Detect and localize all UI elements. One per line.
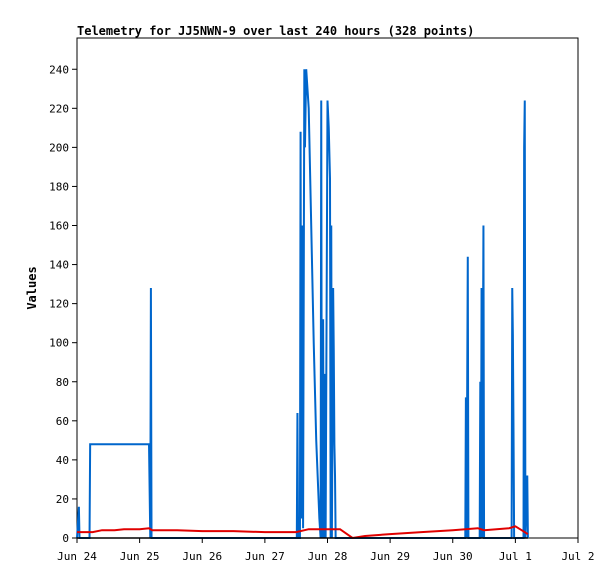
series-line-0	[76, 69, 529, 539]
x-tick-label: Jun 28	[308, 550, 348, 563]
y-tick-label: 100	[49, 337, 69, 350]
y-tick-label: 240	[49, 63, 69, 76]
x-tick-label: Jun 27	[245, 550, 285, 563]
x-tick-label: Jun 25	[120, 550, 160, 563]
y-tick-label: 160	[49, 220, 69, 233]
y-tick-label: 60	[56, 415, 69, 428]
x-tick-label: Jul 2	[561, 550, 594, 563]
series-line-1	[77, 525, 529, 540]
x-tick-label: Jul 1	[499, 550, 532, 563]
y-axis-label: Values	[25, 266, 39, 309]
y-tick-label: 180	[49, 180, 69, 193]
chart-title: Telemetry for JJ5NWN-9 over last 240 hou…	[77, 24, 474, 38]
x-tick-label: Jun 29	[370, 550, 410, 563]
y-tick-label: 120	[49, 298, 69, 311]
y-axis: 0 20 40 60 80 100 120 140 160 180 200 220 240	[49, 63, 77, 545]
x-axis: Jun 24 Jun 25 Jun 26 Jun 27 Jun 28 Jun 29 Jun …	[57, 538, 595, 563]
y-tick-label: 0	[62, 532, 69, 545]
x-tick-label: Jun 26	[182, 550, 222, 563]
y-tick-label: 80	[56, 376, 69, 389]
y-tick-label: 200	[49, 141, 69, 154]
y-tick-label: 20	[56, 493, 69, 506]
y-tick-label: 140	[49, 259, 69, 272]
y-tick-label: 40	[56, 454, 69, 467]
y-tick-label: 220	[49, 102, 69, 115]
x-tick-label: Jun 30	[433, 550, 473, 563]
x-tick-label: Jun 24	[57, 550, 97, 563]
series-layer	[76, 69, 529, 540]
